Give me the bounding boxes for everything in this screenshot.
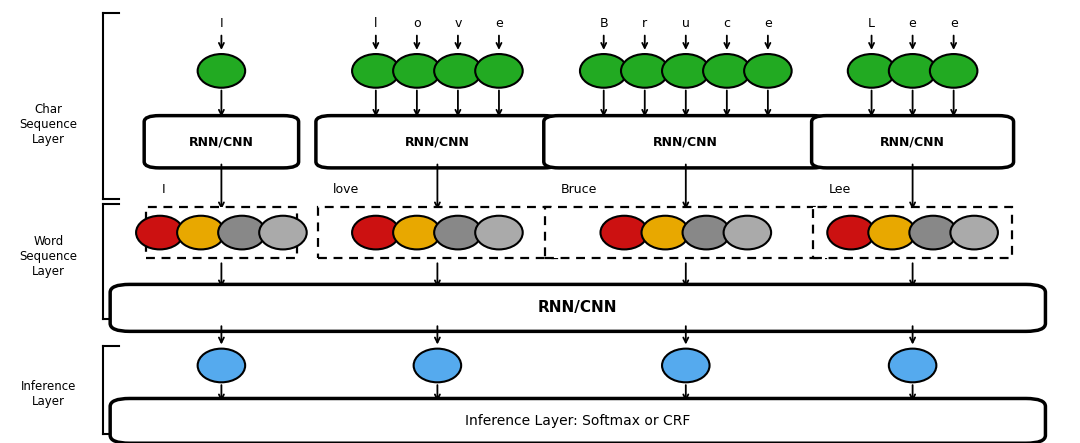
Text: e: e [764,17,772,30]
FancyBboxPatch shape [110,284,1045,331]
Text: RNN/CNN: RNN/CNN [880,135,945,148]
FancyBboxPatch shape [812,116,1013,168]
Text: o: o [413,17,421,30]
Text: RNN/CNN: RNN/CNN [189,135,254,148]
Ellipse shape [662,54,710,88]
Text: e: e [949,17,958,30]
Text: love: love [333,183,360,196]
Bar [146,207,297,258]
Text: Lee: Lee [829,183,851,196]
Text: B: B [599,17,608,30]
Text: Char
Sequence
Layer: Char Sequence Layer [19,102,78,146]
Ellipse shape [352,54,400,88]
Ellipse shape [642,216,689,249]
Text: v: v [455,17,461,30]
Text: e: e [495,17,503,30]
Ellipse shape [218,216,266,249]
Ellipse shape [827,216,875,249]
Ellipse shape [393,54,441,88]
Bar [813,207,1012,258]
Ellipse shape [352,216,400,249]
Ellipse shape [580,54,627,88]
Bar [318,207,557,258]
Ellipse shape [621,54,669,88]
Ellipse shape [744,54,792,88]
Text: Inference
Layer: Inference Layer [21,380,77,408]
Ellipse shape [950,216,998,249]
Text: l: l [374,17,378,30]
Text: e: e [908,17,917,30]
Ellipse shape [909,216,957,249]
Text: u: u [681,17,690,30]
Text: Word
Sequence
Layer: Word Sequence Layer [19,235,78,279]
Bar [545,207,826,258]
Ellipse shape [868,216,916,249]
Ellipse shape [434,54,482,88]
FancyBboxPatch shape [544,116,828,168]
Text: L: L [868,17,875,30]
Ellipse shape [177,216,225,249]
Ellipse shape [198,54,245,88]
Ellipse shape [848,54,895,88]
Ellipse shape [475,54,523,88]
FancyBboxPatch shape [144,116,298,168]
Ellipse shape [600,216,648,249]
Text: RNN/CNN: RNN/CNN [405,135,470,148]
Ellipse shape [136,216,184,249]
Ellipse shape [703,54,751,88]
FancyBboxPatch shape [110,399,1045,443]
Text: I: I [162,183,165,196]
FancyBboxPatch shape [315,116,559,168]
Text: RNN/CNN: RNN/CNN [653,135,718,148]
Ellipse shape [889,54,936,88]
Text: c: c [724,17,730,30]
Text: Bruce: Bruce [562,183,597,196]
Ellipse shape [475,216,523,249]
Ellipse shape [683,216,730,249]
Ellipse shape [930,54,977,88]
Ellipse shape [889,349,936,382]
Ellipse shape [259,216,307,249]
Text: r: r [643,17,647,30]
Ellipse shape [198,349,245,382]
Ellipse shape [662,349,710,382]
Ellipse shape [724,216,771,249]
Ellipse shape [434,216,482,249]
Ellipse shape [393,216,441,249]
Ellipse shape [414,349,461,382]
Text: I: I [219,17,224,30]
Text: Inference Layer: Softmax or CRF: Inference Layer: Softmax or CRF [465,414,690,428]
Text: RNN/CNN: RNN/CNN [538,300,618,315]
